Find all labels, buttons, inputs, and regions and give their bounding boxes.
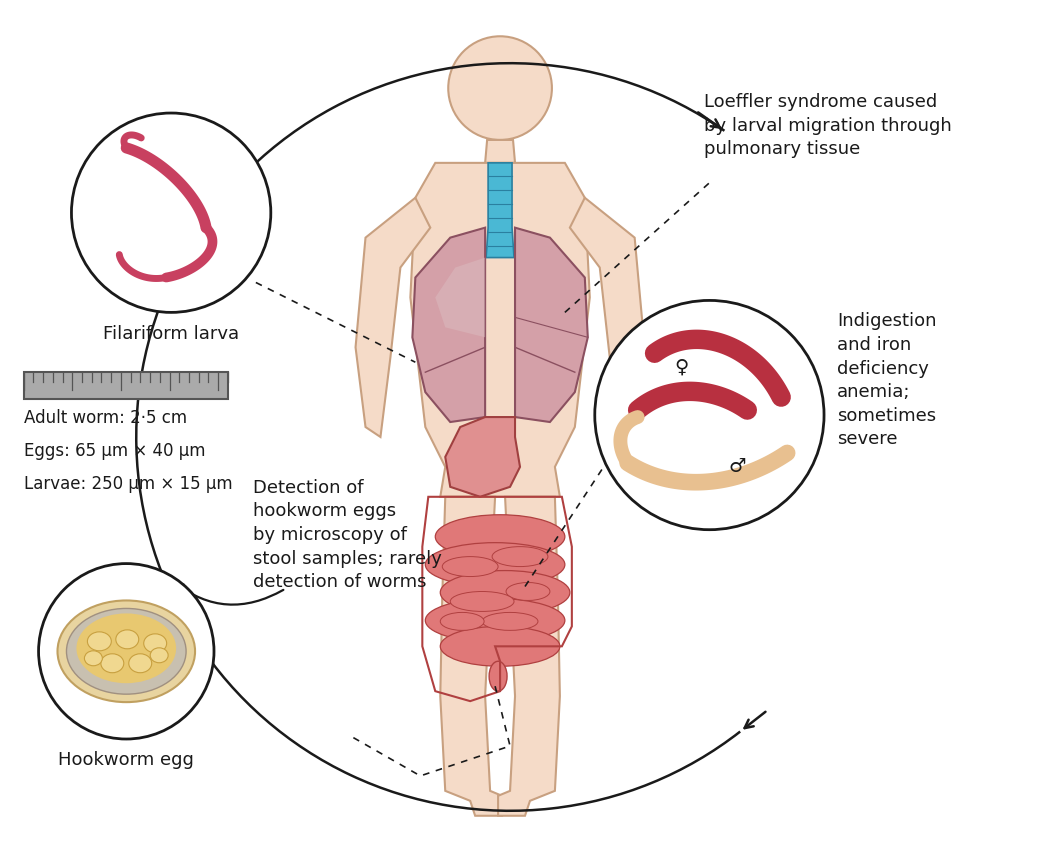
Ellipse shape (482, 612, 538, 630)
Text: Adult worm: 2·5 cm: Adult worm: 2·5 cm (24, 409, 187, 427)
Polygon shape (570, 198, 645, 437)
Ellipse shape (129, 654, 152, 673)
Ellipse shape (435, 515, 565, 558)
Ellipse shape (506, 583, 550, 601)
Text: Indigestion
and iron
deficiency
anemia;
sometimes
severe: Indigestion and iron deficiency anemia; … (837, 312, 937, 448)
Text: Loeffler syndrome caused
by larval migration through
pulmonary tissue: Loeffler syndrome caused by larval migra… (704, 93, 953, 159)
Polygon shape (515, 228, 588, 422)
Text: Detection of
hookworm eggs
by microscopy of
stool samples; rarely
detection of w: Detection of hookworm eggs by microscopy… (253, 479, 442, 591)
Polygon shape (498, 497, 560, 816)
Ellipse shape (440, 626, 560, 666)
Circle shape (595, 301, 824, 530)
Polygon shape (411, 163, 590, 497)
Circle shape (39, 564, 214, 739)
Ellipse shape (493, 546, 548, 566)
Polygon shape (485, 140, 515, 163)
Ellipse shape (442, 557, 498, 577)
Circle shape (71, 113, 270, 312)
Ellipse shape (77, 614, 176, 683)
Polygon shape (445, 417, 520, 497)
Ellipse shape (85, 651, 103, 666)
Ellipse shape (489, 662, 507, 691)
Ellipse shape (116, 629, 138, 649)
Bar (24, 372, 228, 399)
Text: ♀: ♀ (674, 358, 689, 377)
Ellipse shape (101, 654, 124, 673)
Text: Eggs: 65 μm × 40 μm: Eggs: 65 μm × 40 μm (24, 442, 205, 460)
Ellipse shape (58, 601, 195, 702)
Text: ♂: ♂ (728, 458, 746, 476)
Ellipse shape (451, 591, 514, 611)
Ellipse shape (66, 609, 187, 694)
Polygon shape (412, 228, 485, 422)
Polygon shape (355, 198, 431, 437)
Circle shape (449, 36, 552, 140)
Ellipse shape (150, 648, 168, 662)
Text: Filariform larva: Filariform larva (103, 325, 239, 343)
Ellipse shape (440, 570, 570, 615)
Ellipse shape (425, 543, 565, 586)
Polygon shape (486, 163, 514, 257)
Ellipse shape (425, 598, 565, 642)
Polygon shape (435, 257, 485, 337)
Polygon shape (440, 497, 502, 816)
Ellipse shape (440, 612, 484, 630)
Ellipse shape (144, 634, 167, 653)
Text: Hookworm egg: Hookworm egg (59, 751, 194, 769)
Ellipse shape (87, 632, 111, 651)
Text: Larvae: 250 μm × 15 μm: Larvae: 250 μm × 15 μm (24, 475, 233, 492)
